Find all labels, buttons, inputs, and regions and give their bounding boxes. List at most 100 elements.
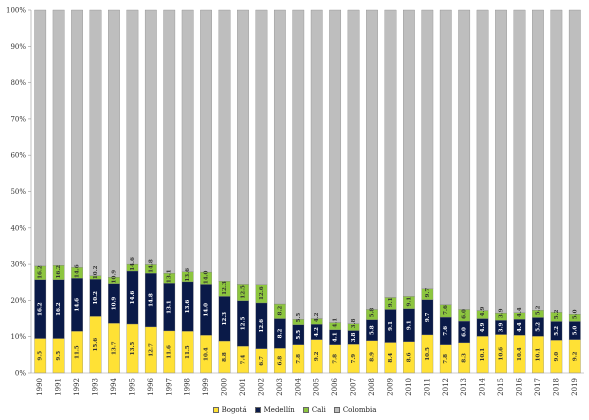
x-tick-label-2004: 2004 (294, 377, 302, 395)
label-bogota-2017: 10.1 (535, 348, 541, 362)
label-bogota-2010: 8.6 (406, 352, 412, 362)
bar-colombia-2011 (421, 9, 434, 289)
bar-colombia-1993 (89, 9, 102, 276)
label-cali-2011: 9.7 (425, 288, 431, 298)
stacked-bar-chart: 0% 10% 20% 30% 40% 50% 60% 70% 80% 90% 100% 9.5 16.… (6, 7, 584, 396)
label-medellin-2018: 5.2 (554, 326, 560, 336)
label-bogota-2016: 10.4 (517, 347, 523, 361)
legend-item-medellin: Medellín (254, 406, 295, 414)
label-bogota-2007: 7.9 (351, 354, 357, 364)
y-tick-label: 80% (10, 79, 26, 87)
label-cali-1990: 16.2 (38, 265, 44, 279)
label-medellin-1991: 16.2 (56, 302, 62, 316)
x-axis: 1990 1991 1992 1993 1994 1995 1996 1997 1998 1999… (31, 372, 584, 396)
bar-group-1995: 13.5 14.6 14.6 (126, 9, 139, 374)
label-medellin-2005: 4.2 (314, 327, 320, 337)
y-tick-label: 30% (10, 261, 26, 269)
bar-group-1990: 9.5 16.2 16.2 (34, 9, 47, 374)
label-bogota-1999: 10.4 (204, 347, 210, 361)
bar-colombia-2002 (255, 9, 268, 285)
legend-swatch-medellin (254, 407, 261, 413)
label-bogota-2000: 8.8 (222, 352, 228, 362)
label-cali-1994: 10.9 (111, 270, 117, 284)
bar-group-2016: 10.4 4.4 4.4 (513, 9, 526, 374)
legend-label-colombia: Colombia (342, 406, 377, 414)
bar-colombia-1994 (108, 9, 120, 278)
label-bogota-2008: 8.9 (370, 352, 376, 362)
bar-colombia-2015 (495, 9, 507, 314)
label-medellin-2017: 5.2 (535, 322, 541, 332)
label-cali-2016: 4.4 (517, 307, 523, 317)
bar-group-2017: 10.1 5.2 5.2 (532, 9, 544, 374)
bar-colombia-2014 (476, 9, 489, 311)
label-medellin-2011: 9.7 (425, 312, 431, 322)
y-tick-label: 60% (10, 152, 26, 160)
bar-group-2007: 7.9 3.8 3.8 (347, 9, 360, 374)
bar-colombia-1997 (163, 9, 176, 274)
label-cali-2006: 4.1 (333, 318, 339, 328)
label-medellin-2008: 5.8 (370, 325, 376, 335)
y-axis: 0% 10% 20% 30% 40% 50% 60% 70% 80% 90% 100% (6, 7, 32, 378)
x-tick-label-2012: 2012 (442, 378, 450, 396)
x-tick-label-1992: 1992 (73, 378, 81, 396)
legend-swatch-bogota (212, 407, 219, 413)
bar-colombia-2009 (384, 9, 397, 298)
y-tick-label: 20% (10, 297, 26, 305)
y-tick-label: 50% (10, 188, 26, 196)
label-cali-2012: 7.6 (443, 305, 449, 315)
label-cali-2000: 12.3 (222, 281, 228, 295)
bar-group-1991: 9.5 16.2 16.2 (52, 9, 65, 374)
x-tick-label-2015: 2015 (497, 378, 505, 396)
x-tick-label-1996: 1996 (147, 377, 155, 395)
bar-colombia-2016 (513, 9, 526, 313)
label-medellin-1990: 16.2 (38, 302, 44, 316)
label-cali-2003: 8.2 (277, 306, 283, 316)
x-tick-label-2017: 2017 (534, 378, 542, 396)
legend-swatch-colombia (333, 407, 340, 413)
label-bogota-2006: 7.8 (333, 354, 339, 364)
bar-group-1997: 11.6 13.1 13.1 (163, 9, 176, 374)
label-medellin-1992: 14.6 (75, 298, 81, 312)
legend-label-medellin: Medellín (263, 406, 295, 414)
label-cali-2014: 4.9 (480, 306, 486, 316)
label-cali-1996: 14.8 (148, 259, 154, 273)
label-cali-1999: 14.0 (204, 270, 210, 284)
x-tick-label-2003: 2003 (276, 378, 284, 396)
label-bogota-1995: 13.5 (130, 342, 136, 356)
bar-colombia-2010 (403, 9, 415, 297)
label-bogota-1993: 15.6 (93, 338, 99, 352)
bar-group-1999: 10.4 14.0 14.0 (200, 9, 212, 374)
x-tick-label-1997: 1997 (165, 378, 173, 396)
label-bogota-2011: 10.5 (425, 347, 431, 361)
label-medellin-2000: 12.3 (222, 312, 228, 326)
bar-colombia-1995 (126, 9, 139, 265)
bar-colombia-2005 (310, 9, 323, 319)
bar-group-1993: 15.6 10.2 10.2 (89, 9, 102, 374)
legend-item-colombia: Colombia (333, 406, 377, 414)
bar-colombia-1998 (181, 9, 194, 272)
bar-group-2003: 6.8 8.2 8.2 (273, 9, 286, 374)
bar-colombia-2001 (237, 9, 249, 285)
label-cali-2001: 12.5 (240, 285, 246, 299)
label-cali-2017: 5.2 (535, 305, 541, 315)
bar-group-2010: 8.6 9.1 9.1 (403, 9, 415, 374)
label-cali-2009: 9.1 (388, 297, 394, 307)
bar-group-2013: 8.3 6.0 6.0 (458, 9, 471, 374)
x-tick-label-1999: 1999 (202, 378, 210, 396)
bar-group-2004: 7.8 5.5 5.5 (292, 9, 305, 374)
legend-label-cali: Cali (311, 406, 326, 414)
x-tick-label-2009: 2009 (386, 378, 394, 396)
label-bogota-2003: 6.8 (277, 356, 283, 366)
bar-colombia-2008 (366, 9, 378, 310)
label-bogota-2004: 7.8 (296, 354, 302, 364)
label-bogota-2002: 6.7 (259, 356, 265, 366)
x-tick-label-2011: 2011 (423, 378, 431, 396)
label-cali-2007: 3.8 (351, 318, 357, 328)
bars: 9.5 16.2 16.2 9.5 16.2 16.2 11.5 14.6 14.6 15.6 10… (34, 9, 581, 374)
label-medellin-1996: 14.8 (148, 293, 154, 307)
bar-group-2006: 7.8 4.1 4.1 (329, 9, 342, 374)
x-tick-label-2002: 2002 (257, 378, 265, 396)
x-tick-label-2005: 2005 (313, 378, 321, 396)
bar-colombia-2006 (329, 9, 342, 323)
label-bogota-2019: 9.2 (572, 351, 578, 361)
